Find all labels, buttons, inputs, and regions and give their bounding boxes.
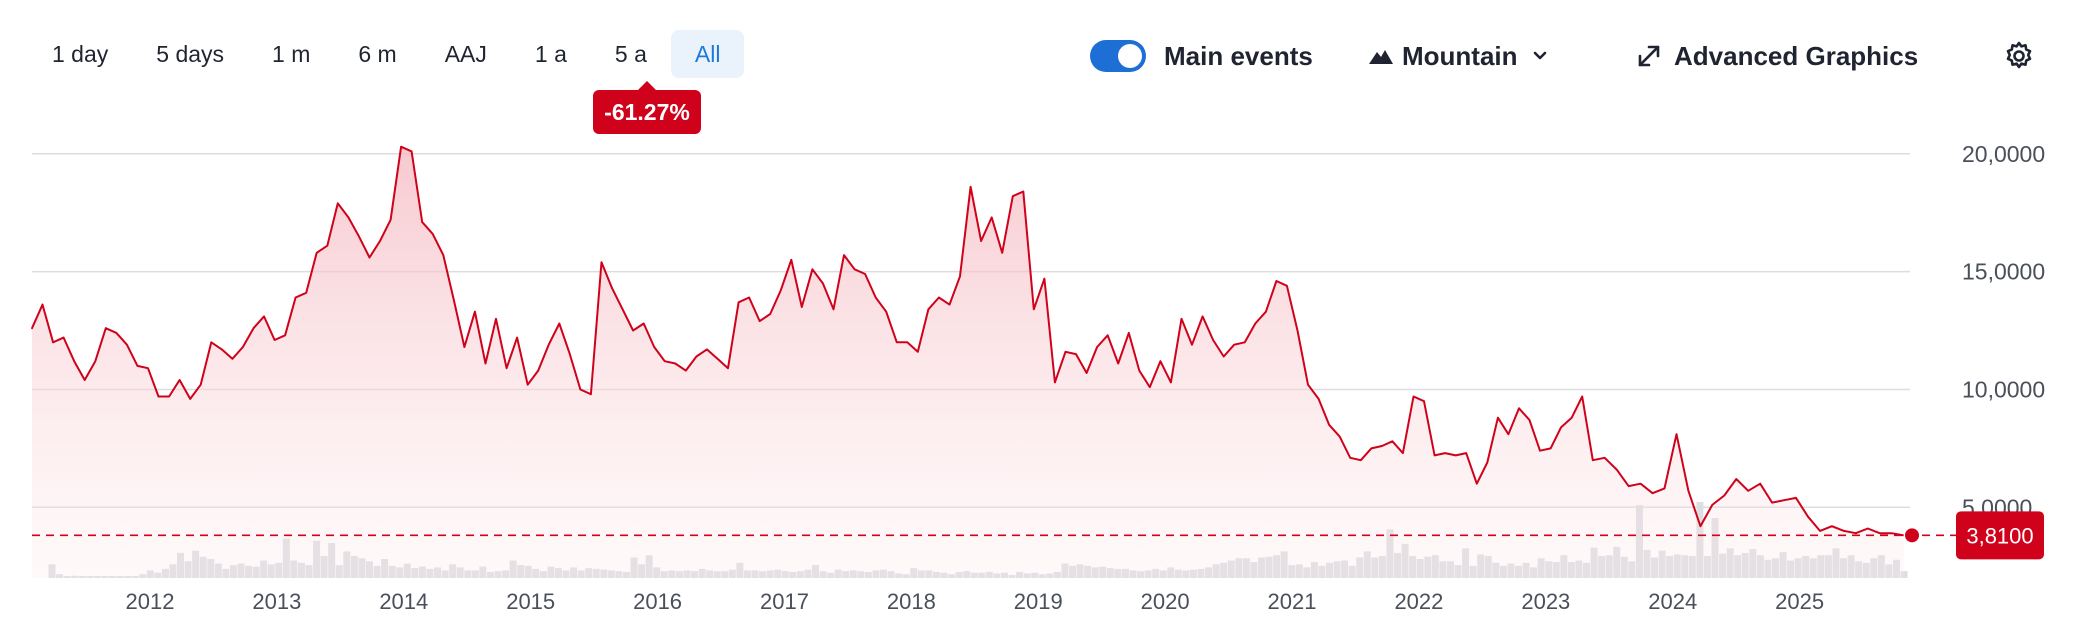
toggle-switch[interactable] <box>1090 40 1146 72</box>
advanced-graphics-label: Advanced Graphics <box>1674 40 1919 71</box>
range-tab-6-m[interactable]: 6 m <box>358 40 397 67</box>
mountain-icon <box>1369 50 1393 64</box>
last-price-text: 3,8100 <box>1966 523 2033 548</box>
volume-bar <box>1900 571 1908 578</box>
range-tab-aaj[interactable]: AAJ <box>444 40 487 67</box>
range-tabs: 1 day 5 days 1 m 6 m AAJ 1 a 5 a All <box>28 30 745 78</box>
x-tick-label: 2015 <box>506 589 555 614</box>
x-tick-label: 2024 <box>1648 589 1697 614</box>
last-price-dot <box>1905 528 1919 543</box>
y-tick-label: 20,0000 <box>1962 141 2045 167</box>
price-line <box>31 145 1904 537</box>
x-tick-label: 2019 <box>1014 589 1063 614</box>
chart-type-label: Mountain <box>1402 40 1518 71</box>
toggle-knob <box>1118 44 1142 68</box>
range-tab-1-m[interactable]: 1 m <box>272 40 311 67</box>
x-tick-label: 2017 <box>760 589 809 614</box>
last-price-line <box>32 528 1958 543</box>
x-tick-label: 2025 <box>1775 589 1824 614</box>
advanced-graphics-button[interactable]: Advanced Graphics <box>1636 36 1918 76</box>
x-tick-label: 2021 <box>1268 589 1317 614</box>
y-tick-label: 10,0000 <box>1962 376 2045 402</box>
chevron-down-icon <box>1533 51 1546 60</box>
x-tick-label: 2022 <box>1394 589 1443 614</box>
main-events-label: Main events <box>1164 40 1313 71</box>
change-badge-text: -61.27% <box>604 98 690 125</box>
range-tab-1-a[interactable]: 1 a <box>534 40 567 67</box>
y-tick-label: 15,0000 <box>1962 259 2045 285</box>
x-tick-label: 2014 <box>379 589 428 614</box>
x-tick-label: 2020 <box>1141 589 1190 614</box>
price-area-fill <box>32 146 1904 578</box>
price-area <box>31 145 1904 578</box>
change-badge: -61.27% <box>593 81 701 134</box>
main-events-toggle[interactable]: Main events <box>1090 36 1313 76</box>
range-tab-5-days[interactable]: 5 days <box>156 40 225 67</box>
range-tab-all[interactable]: All <box>670 30 745 78</box>
chart-toolbar: 1 day 5 days 1 m 6 m AAJ 1 a 5 a All -61.27% Ma… <box>0 0 2086 134</box>
gear-icon[interactable] <box>2003 40 2035 72</box>
x-tick-label: 2013 <box>252 589 301 614</box>
last-price-box <box>1956 511 2044 560</box>
x-tick-label: 2012 <box>126 589 175 614</box>
range-tab-1-day[interactable]: 1 day <box>52 40 109 67</box>
x-tick-label: 2016 <box>633 589 682 614</box>
x-axis-ticks: 2012 2013 2014 2015 2016 2017 2018 2019 2020 2021… <box>126 589 1825 614</box>
expand-arrows-icon <box>1638 45 1660 67</box>
range-tab-5-a[interactable]: 5 a <box>614 40 647 67</box>
x-tick-label: 2018 <box>887 589 936 614</box>
x-tick-label: 2023 <box>1521 589 1570 614</box>
last-price-label: 3,8100 <box>1956 511 2044 560</box>
chart-type-dropdown[interactable]: Mountain <box>1368 36 1548 76</box>
